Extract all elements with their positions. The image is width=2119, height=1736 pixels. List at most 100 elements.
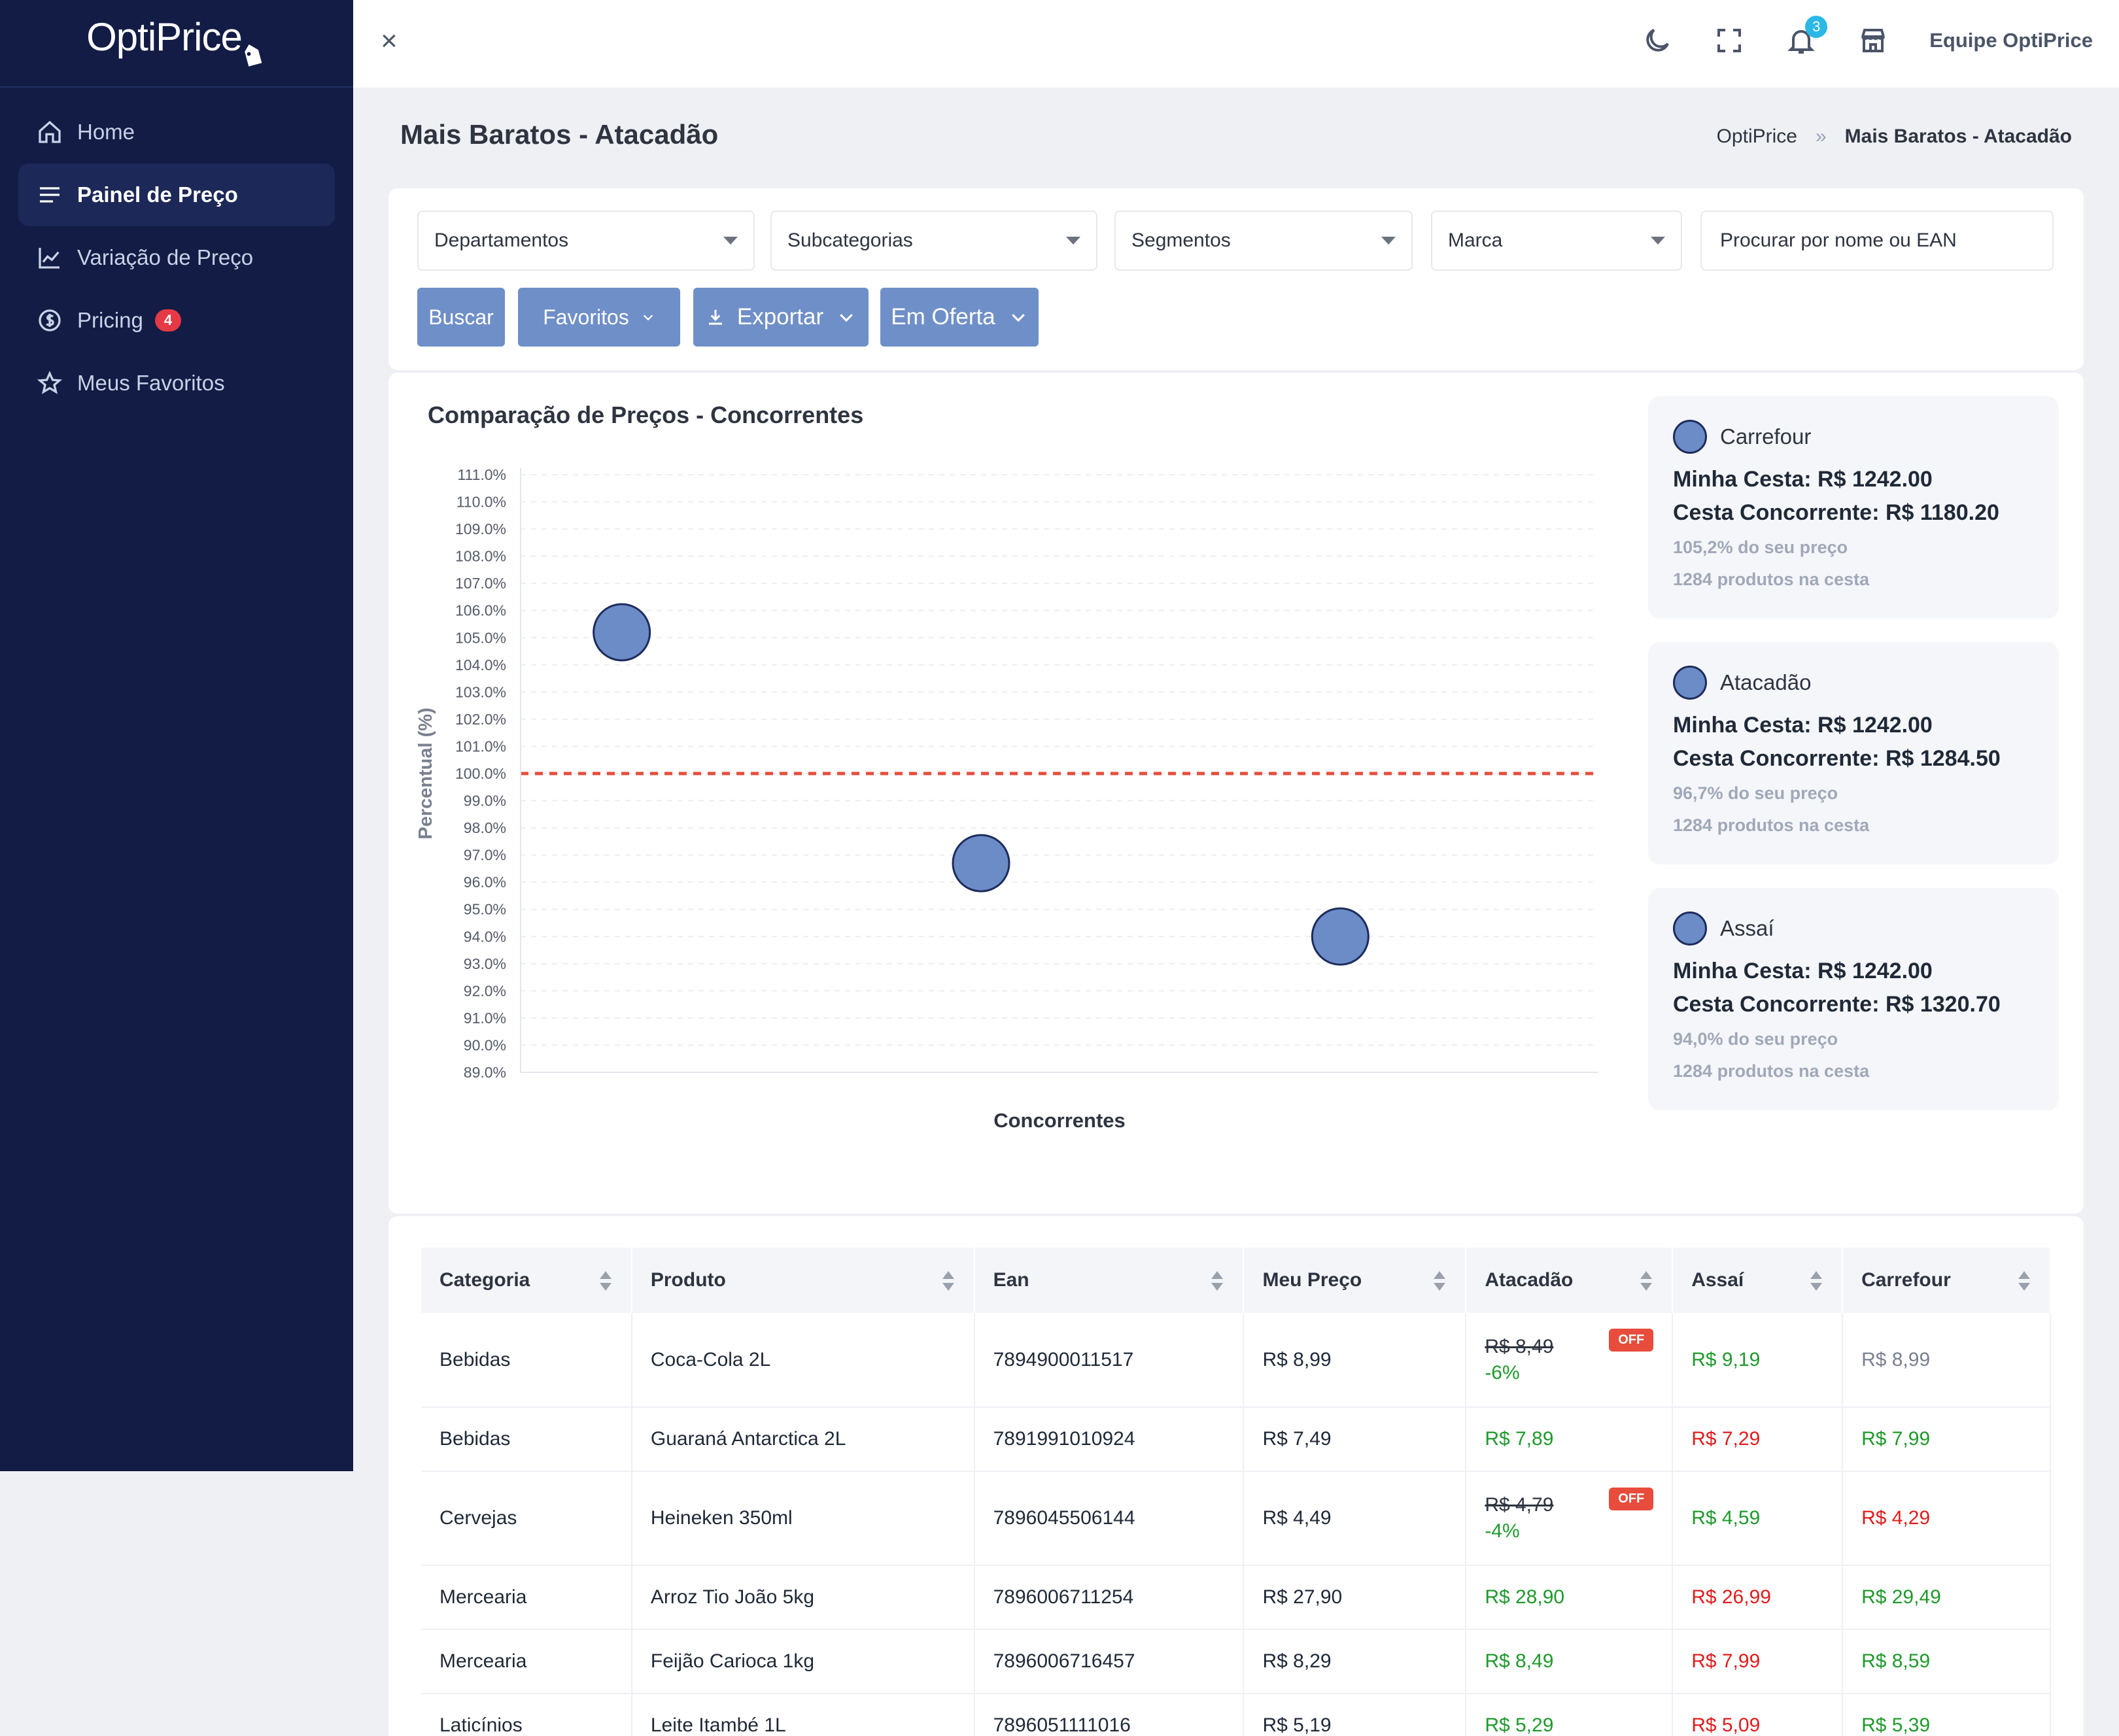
cell-categoria: Cervejas	[421, 1471, 632, 1566]
price-comparison-chart: 111.0% 110.0% 109.0% 108.0% 107.0% 106.0% 105.…	[415, 466, 1598, 1132]
chart-x-label: Concorrentes	[993, 1109, 1126, 1132]
competitor-card-carrefour: Carrefour Minha Cesta: R$ 1242.00 Cesta …	[1648, 396, 2059, 619]
cell-categoria: Bebidas	[421, 1407, 632, 1472]
close-sidebar-button[interactable]: ×	[381, 25, 398, 57]
cell-atacadao: R$ 28,90	[1466, 1565, 1674, 1630]
column-header-ean[interactable]: Ean	[974, 1248, 1245, 1313]
cell-meu-preco: R$ 8,99	[1243, 1313, 1467, 1408]
price: R$ 5,29	[1485, 1714, 1554, 1736]
column-header-categoria[interactable]: Categoria	[421, 1248, 632, 1313]
column-header-label: Assaí	[1691, 1269, 1744, 1291]
cesta-concorrente: Cesta Concorrente: R$ 1320.70	[1673, 992, 2001, 1017]
favoritos-button[interactable]: Favoritos	[518, 288, 680, 347]
cell-ean: 7894900011517	[974, 1313, 1245, 1408]
exportar-button[interactable]: Exportar	[693, 288, 869, 347]
store-button[interactable]	[1857, 25, 1889, 56]
y-tick-label: 109.0%	[455, 520, 506, 537]
cell-meu-preco: R$ 7,49	[1243, 1407, 1467, 1472]
y-tick-label: 106.0%	[455, 602, 506, 619]
cell-produto: Leite Itambé 1L	[631, 1693, 975, 1736]
search-placeholder: Procurar por nome ou EAN	[1720, 230, 1957, 251]
data-point-atacadao[interactable]	[952, 834, 1010, 893]
chevron-down-icon	[840, 314, 853, 322]
sidebar-item-pricing[interactable]: Pricing 4	[18, 289, 335, 352]
cell-ean: 7896045506144	[974, 1471, 1245, 1566]
percent-of-price: 94,0% do seu preço	[1673, 1029, 1838, 1049]
competitor-header: Carrefour	[1673, 420, 2034, 454]
y-tick-label: 97.0%	[464, 847, 506, 864]
table-row[interactable]: Laticínios Leite Itambé 1L 7896051111016 R$…	[421, 1693, 2051, 1736]
cell-assai: R$ 5,09	[1672, 1693, 1844, 1736]
table-row[interactable]: Cervejas Heineken 350ml 7896045506144 R$ 4,…	[421, 1471, 2051, 1566]
y-tick-label: 111.0%	[457, 466, 506, 483]
products-in-basket: 1284 produtos na cesta	[1673, 570, 1870, 589]
cell-meu-preco: R$ 5,19	[1243, 1693, 1467, 1736]
y-tick-label: 99.0%	[464, 792, 506, 809]
y-tick-label: 96.0%	[464, 874, 506, 891]
breadcrumb-root[interactable]: OptiPrice	[1716, 126, 1797, 147]
price: R$ 5,39	[1861, 1714, 1931, 1736]
percent-of-price: 96,7% do seu preço	[1673, 783, 1838, 803]
price: R$ 8,99	[1861, 1348, 1931, 1370]
cell-atacadao: R$ 7,89	[1466, 1407, 1674, 1472]
dollar-circle-icon	[39, 309, 61, 332]
column-header-assai[interactable]: Assaí	[1672, 1248, 1844, 1313]
cell-categoria: Laticínios	[421, 1693, 632, 1736]
price: R$ 9,19	[1691, 1348, 1761, 1370]
star-icon	[37, 370, 63, 394]
price: R$ 7,89	[1485, 1428, 1554, 1450]
store-icon	[1861, 29, 1886, 52]
y-tick-label: 94.0%	[464, 928, 506, 945]
sidebar-item-label: Meus Favoritos	[77, 371, 225, 395]
column-header-meu-preco[interactable]: Meu Preço	[1243, 1248, 1467, 1313]
cell-meu-preco: R$ 4,49	[1243, 1471, 1467, 1566]
sidebar-item-home[interactable]: Home	[18, 101, 335, 163]
products-table: Categoria Produto Ean Meu Preço Atacadão Assa…	[421, 1248, 2051, 1736]
price: R$ 28,90	[1485, 1586, 1565, 1608]
caret-down-icon	[1651, 237, 1665, 245]
notifications-button[interactable]: 3	[1785, 16, 1828, 56]
cell-produto: Heineken 350ml	[631, 1471, 975, 1566]
marca-select[interactable]: Marca	[1431, 211, 1682, 271]
data-point-carrefour[interactable]	[593, 603, 651, 662]
table-row[interactable]: Mercearia Arroz Tio João 5kg 7896006711254…	[421, 1565, 2051, 1630]
column-header-carrefour[interactable]: Carrefour	[1842, 1248, 2051, 1313]
subcategorias-select[interactable]: Subcategorias	[770, 211, 1097, 271]
cell-assai: R$ 26,99	[1672, 1565, 1844, 1630]
percent-of-price: 105,2% do seu preço	[1673, 537, 1848, 557]
y-tick-label: 91.0%	[464, 1010, 506, 1027]
caret-down-icon	[1066, 237, 1080, 245]
table-row[interactable]: Mercearia Feijão Carioca 1kg 7896006716457…	[421, 1629, 2051, 1694]
departamentos-select[interactable]: Departamentos	[417, 211, 755, 271]
buscar-button[interactable]: Buscar	[417, 288, 505, 347]
cell-categoria: Mercearia	[421, 1629, 632, 1694]
bell-icon	[1787, 30, 1816, 54]
brand-name: OptiPrice	[86, 14, 243, 59]
price-tag-icon	[245, 44, 262, 67]
chart-y-label: Percentual (%)	[415, 707, 436, 839]
brand-logo[interactable]: OptiPrice	[0, 0, 353, 88]
data-point-assai[interactable]	[1311, 907, 1370, 966]
user-menu[interactable]: Equipe OptiPrice	[1929, 29, 2093, 52]
fullscreen-button[interactable]	[1714, 25, 1745, 56]
sidebar-item-painel-de-preco[interactable]: Painel de Preço	[18, 163, 335, 226]
minha-cesta: Minha Cesta: R$ 1242.00	[1673, 713, 1933, 738]
search-input[interactable]: Procurar por nome ou EAN	[1700, 211, 2054, 271]
sort-icon	[942, 1271, 954, 1291]
column-header-produto[interactable]: Produto	[631, 1248, 975, 1313]
cell-ean: 7896006716457	[974, 1629, 1245, 1694]
sidebar-item-meus-favoritos[interactable]: Meus Favoritos	[18, 352, 335, 415]
em-oferta-button[interactable]: Em Oferta	[880, 288, 1039, 347]
column-header-atacadao[interactable]: Atacadão	[1466, 1248, 1674, 1313]
table-row[interactable]: Bebidas Coca-Cola 2L 7894900011517 R$ 8,99 R…	[421, 1313, 2051, 1408]
segmentos-select[interactable]: Segmentos	[1114, 211, 1413, 271]
cell-carrefour: R$ 4,29	[1842, 1471, 2051, 1566]
sidebar-item-variacao-de-preco[interactable]: Variação de Preço	[18, 226, 335, 289]
sort-icon	[2018, 1271, 2030, 1291]
cell-meu-preco: R$ 27,90	[1243, 1565, 1467, 1630]
cell-assai: R$ 7,99	[1672, 1629, 1844, 1694]
minha-cesta: Minha Cesta: R$ 1242.00	[1673, 467, 1933, 492]
table-row[interactable]: Bebidas Guaraná Antarctica 2L 789199101092…	[421, 1407, 2051, 1472]
dark-mode-toggle[interactable]	[1642, 25, 1673, 56]
table-header-row: Categoria Produto Ean Meu Preço Atacadão Assa…	[421, 1248, 2051, 1313]
